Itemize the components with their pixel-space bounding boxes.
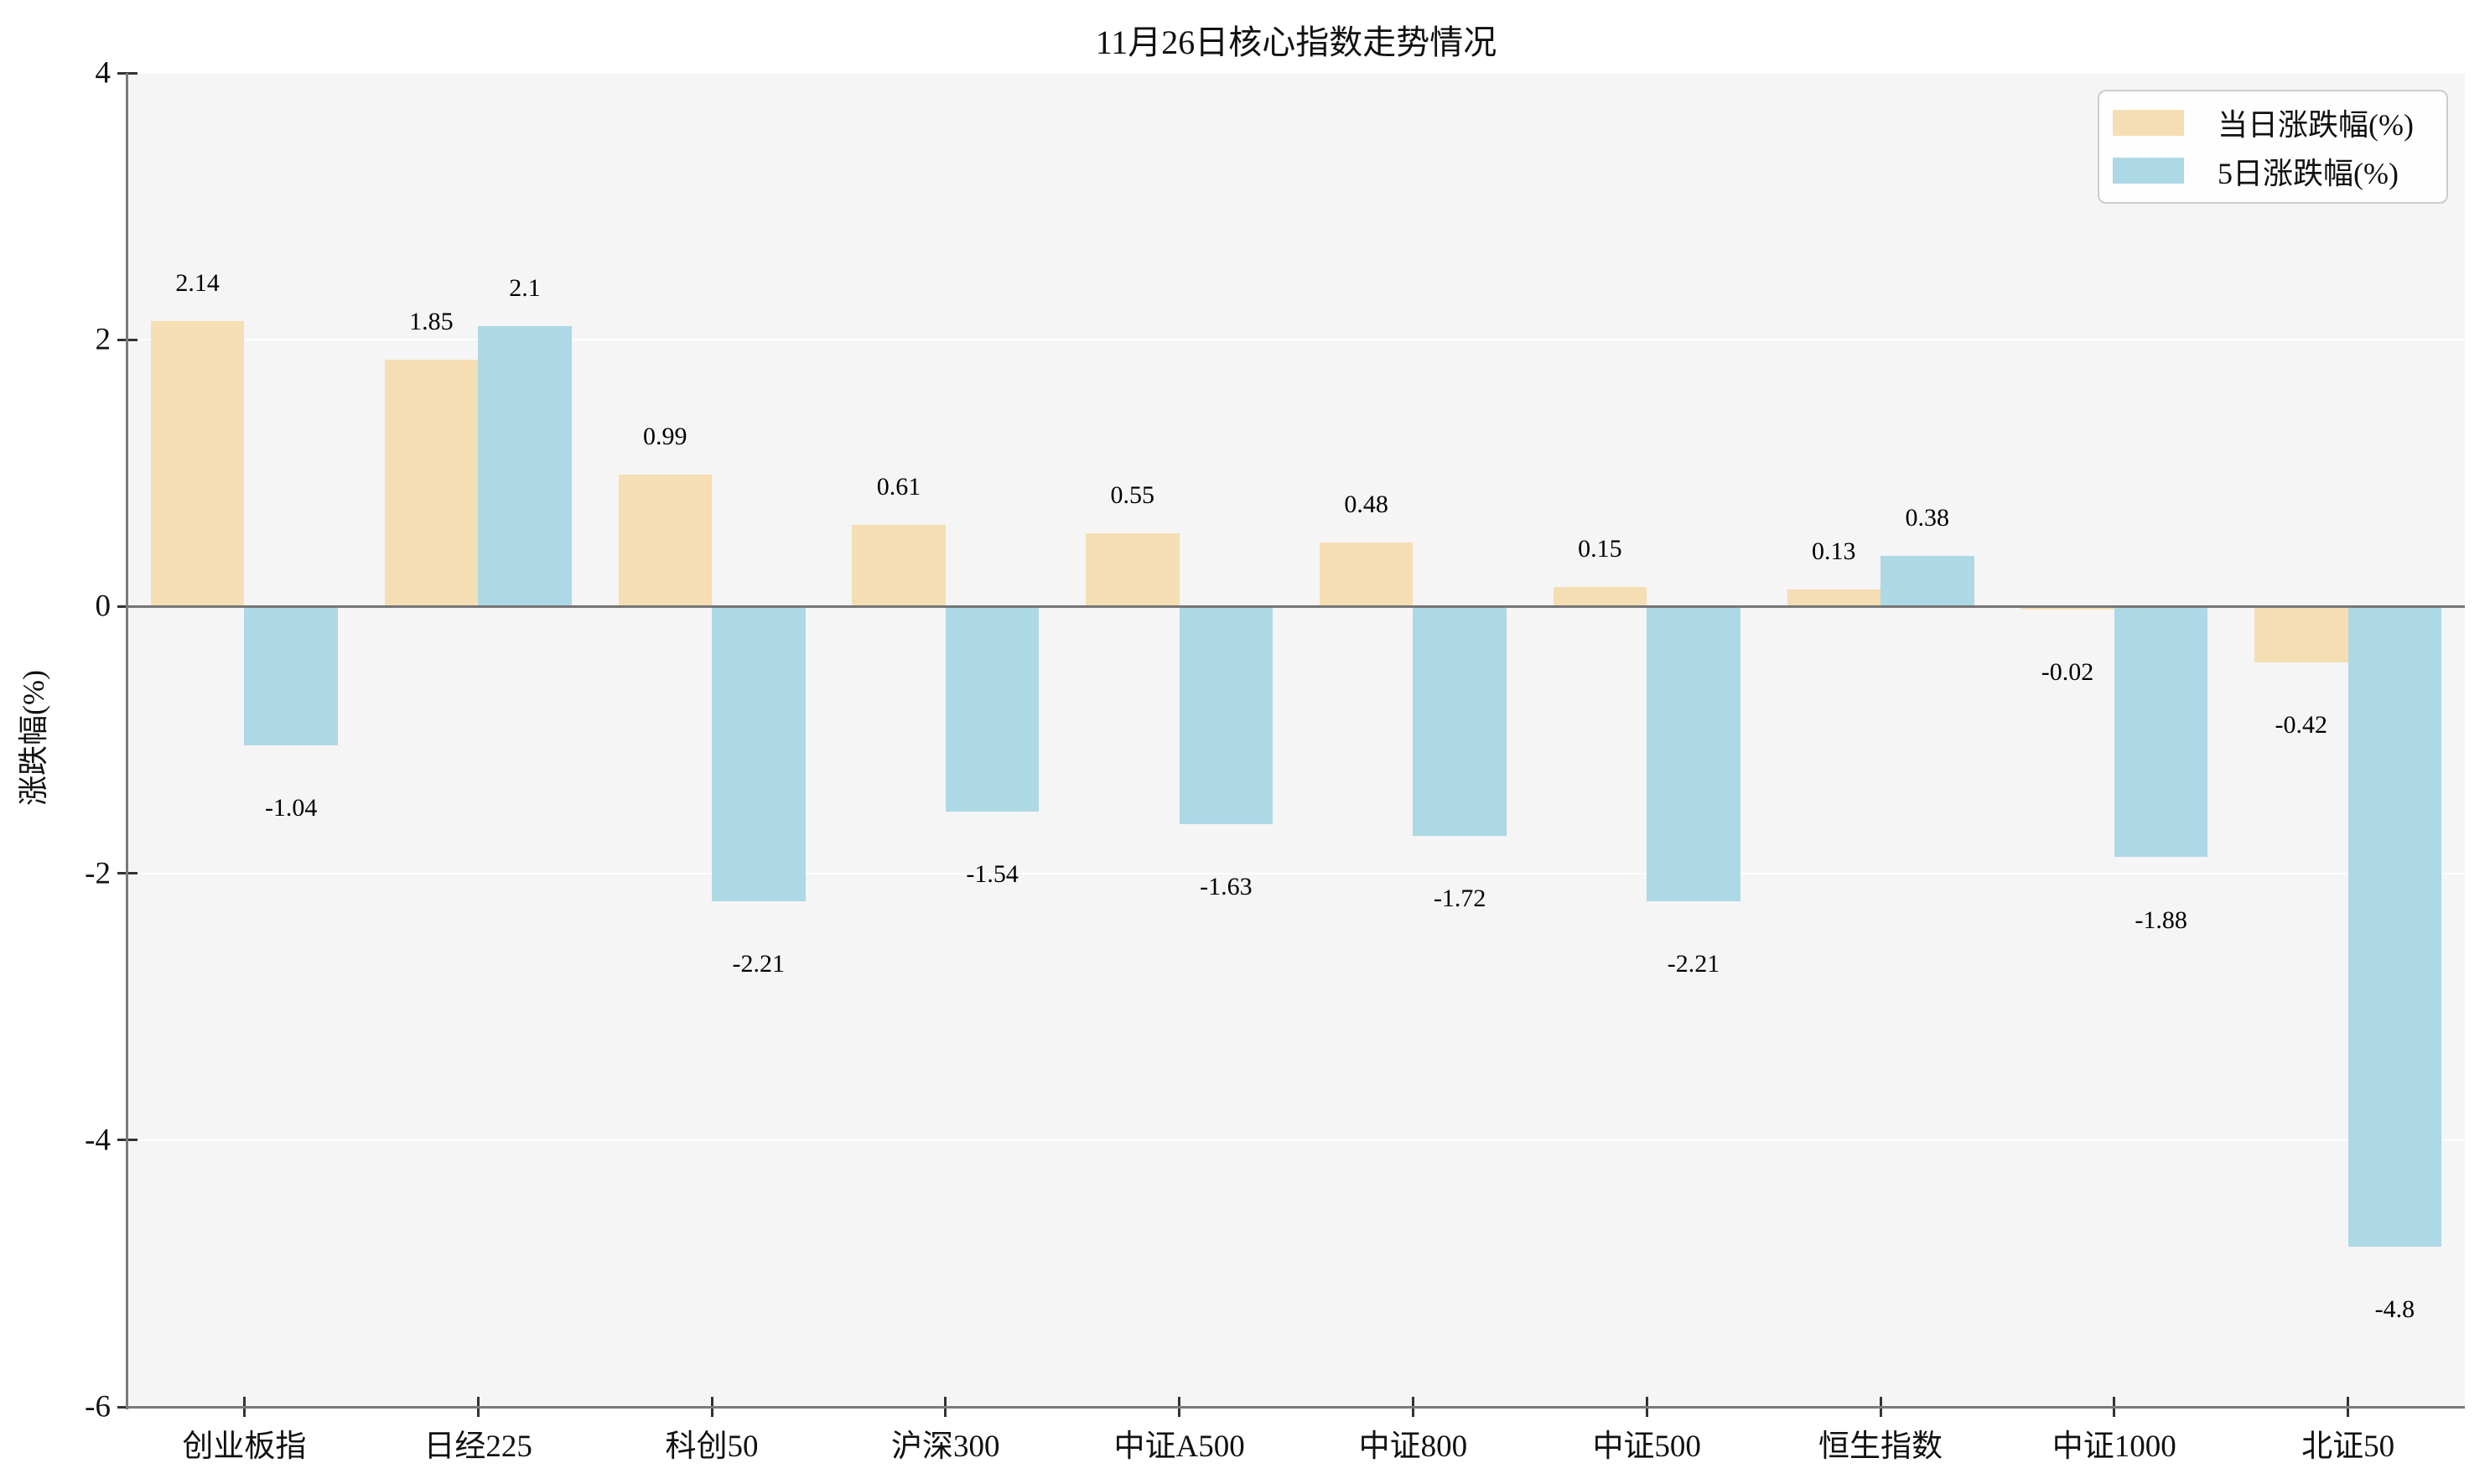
- x-tick-label-0: 创业板指: [182, 1430, 307, 1464]
- x-tick-label-6: 中证500: [1592, 1430, 1701, 1464]
- value-label-series1-3: -1.54: [966, 860, 1019, 889]
- y-axis-label: 涨跌幅(%): [17, 670, 50, 806]
- value-label-series0-3: 0.61: [876, 473, 921, 501]
- bar-series0-9: [2254, 606, 2348, 663]
- x-tick-label-8: 中证1000: [2052, 1430, 2176, 1464]
- y-axis-spine: [126, 73, 128, 1409]
- x-axis-spine: [126, 1406, 2465, 1409]
- zero-axis-line: [127, 604, 2465, 608]
- bar-series0-7: [1787, 589, 1880, 607]
- y-tick-label-4: 4: [95, 55, 112, 91]
- legend-label-daily: 当日涨跌幅(%): [2218, 108, 2414, 143]
- value-label-series1-6: -2.21: [1667, 950, 1720, 978]
- five-day-series-swatch: [2113, 158, 2184, 184]
- bar-series1-1: [478, 326, 572, 607]
- x-tick-label-3: 沪深300: [891, 1430, 1000, 1464]
- value-label-series1-8: -1.88: [2135, 905, 2187, 934]
- bar-series0-5: [1319, 542, 1414, 607]
- gridline-y-4: [127, 72, 2465, 74]
- value-label-series1-1: 2.1: [509, 274, 541, 303]
- value-label-series1-9: -4.8: [2374, 1295, 2415, 1324]
- value-label-series1-0: -1.04: [264, 793, 318, 822]
- bar-series1-6: [1647, 606, 1740, 901]
- value-label-series0-1: 1.85: [409, 308, 454, 336]
- value-label-series0-8: -0.02: [2041, 657, 2094, 686]
- bar-series0-0: [150, 320, 245, 607]
- x-tick-label-1: 日经225: [423, 1430, 532, 1464]
- value-label-series0-4: 0.55: [1110, 480, 1155, 509]
- y-tick-label--2: -2: [85, 856, 111, 891]
- daily-series-swatch: [2113, 109, 2184, 136]
- legend: 当日涨跌幅(%) 5日涨跌幅(%): [2098, 90, 2448, 204]
- plot-area: [127, 73, 2465, 1407]
- y-tick-label-0: 0: [95, 589, 112, 624]
- bar-series0-4: [1086, 532, 1180, 607]
- value-label-series0-0: 2.14: [175, 268, 220, 297]
- value-label-series1-5: -1.72: [1433, 885, 1486, 913]
- x-tick-label-4: 中证A500: [1113, 1430, 1245, 1464]
- value-label-series0-2: 0.99: [642, 422, 687, 450]
- bar-series1-3: [945, 606, 1040, 812]
- legend-item-five-day: 5日涨跌幅(%): [2099, 154, 2446, 190]
- bar-series0-1: [384, 360, 479, 607]
- gridline-y-2: [127, 339, 2465, 341]
- value-label-series1-2: -2.21: [732, 950, 786, 978]
- value-label-series0-7: 0.13: [1811, 537, 1856, 565]
- gridline-y--2: [127, 872, 2465, 874]
- value-label-series0-9: -0.42: [2275, 711, 2328, 739]
- x-tick-label-2: 科创50: [665, 1430, 759, 1464]
- y-tick-label--4: -4: [85, 1123, 111, 1158]
- y-tick-label-2: 2: [95, 322, 112, 357]
- value-label-series0-5: 0.48: [1344, 490, 1388, 518]
- chart-title: 11月26日核心指数走势情况: [1095, 23, 1497, 61]
- bar-series1-0: [244, 606, 338, 745]
- value-label-series1-7: 0.38: [1905, 503, 1950, 532]
- bar-series1-5: [1413, 606, 1507, 837]
- bar-series0-2: [618, 474, 712, 607]
- legend-label-five-day: 5日涨跌幅(%): [2218, 156, 2399, 190]
- legend-item-daily: 当日涨跌幅(%): [2099, 106, 2446, 142]
- x-tick-label-5: 中证800: [1358, 1430, 1468, 1464]
- bar-series0-6: [1553, 586, 1647, 607]
- value-label-series1-4: -1.63: [1200, 872, 1253, 900]
- bar-series1-2: [712, 606, 806, 901]
- bar-series1-8: [2114, 606, 2208, 858]
- x-tick-label-9: 北证50: [2301, 1430, 2395, 1464]
- bar-series0-3: [852, 525, 946, 607]
- bar-series1-7: [1880, 555, 1974, 607]
- value-label-series0-6: 0.15: [1578, 534, 1622, 563]
- x-tick-label-7: 恒生指数: [1818, 1430, 1943, 1464]
- gridline-y--4: [127, 1139, 2465, 1141]
- bar-series0-8: [2021, 606, 2114, 610]
- bar-series1-4: [1179, 606, 1274, 824]
- bar-series1-9: [2347, 606, 2442, 1248]
- y-tick-label--6: -6: [85, 1389, 111, 1424]
